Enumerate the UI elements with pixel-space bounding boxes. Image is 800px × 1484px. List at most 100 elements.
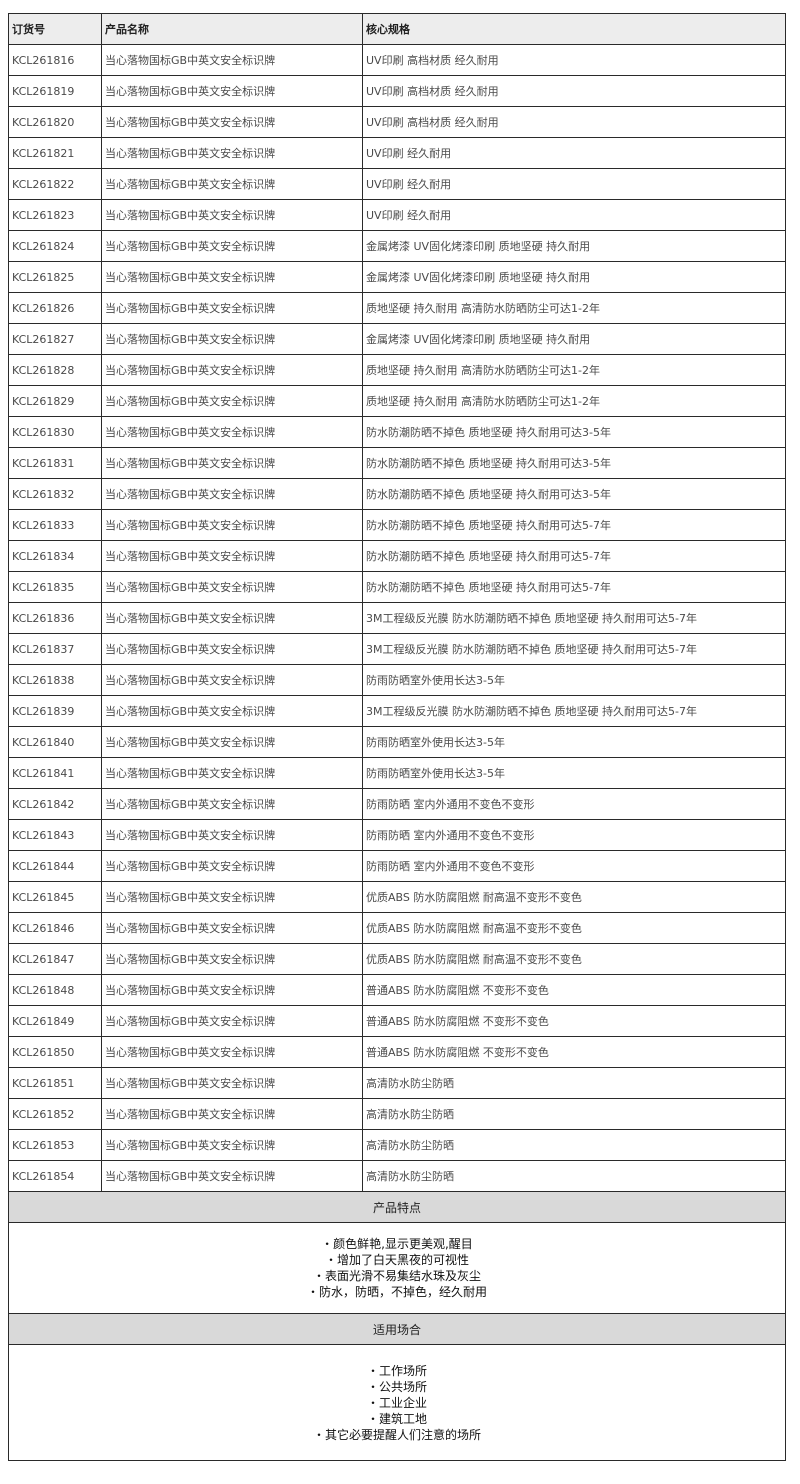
cell-product-name: 当心落物国标GB中英文安全标识牌 — [101, 416, 363, 448]
cell-order-number: KCL261831 — [8, 447, 102, 479]
cell-core-spec: 优质ABS 防水防腐阻燃 耐高温不变形不变色 — [362, 912, 786, 944]
cell-core-spec: 防水防潮防晒不掉色 质地坚硬 持久耐用可达3-5年 — [362, 447, 786, 479]
table-row: KCL261848 当心落物国标GB中英文安全标识牌 普通ABS 防水防腐阻燃 不变… — [8, 974, 786, 1006]
table-row: KCL261830 当心落物国标GB中英文安全标识牌 防水防潮防晒不掉色 质地坚硬 … — [8, 416, 786, 448]
features-title: 产品特点 — [8, 1191, 786, 1223]
table-row: KCL261838 当心落物国标GB中英文安全标识牌 防雨防晒室外使用长达3-5年 — [8, 664, 786, 696]
cell-core-spec: 防水防潮防晒不掉色 质地坚硬 持久耐用可达3-5年 — [362, 416, 786, 448]
cell-product-name: 当心落物国标GB中英文安全标识牌 — [101, 974, 363, 1006]
table-row: KCL261832 当心落物国标GB中英文安全标识牌 防水防潮防晒不掉色 质地坚硬 … — [8, 478, 786, 510]
cell-core-spec: 防水防潮防晒不掉色 质地坚硬 持久耐用可达3-5年 — [362, 478, 786, 510]
features-list: ・颜色鲜艳,显示更美观,醒目 ・增加了白天黑夜的可视性 ・表面光滑不易集结水珠及灰尘… — [8, 1222, 786, 1314]
cell-order-number: KCL261834 — [8, 540, 102, 572]
cell-core-spec: 防雨防晒 室内外通用不变色不变形 — [362, 819, 786, 851]
cell-product-name: 当心落物国标GB中英文安全标识牌 — [101, 943, 363, 975]
cell-core-spec: 防雨防晒 室内外通用不变色不变形 — [362, 850, 786, 882]
cell-product-name: 当心落物国标GB中英文安全标识牌 — [101, 447, 363, 479]
cell-order-number: KCL261838 — [8, 664, 102, 696]
cell-core-spec: 高清防水防尘防晒 — [362, 1160, 786, 1192]
cell-order-number: KCL261825 — [8, 261, 102, 293]
features-body-row: ・颜色鲜艳,显示更美观,醒目 ・增加了白天黑夜的可视性 ・表面光滑不易集结水珠及灰尘… — [8, 1222, 786, 1314]
cell-product-name: 当心落物国标GB中英文安全标识牌 — [101, 137, 363, 169]
cell-product-name: 当心落物国标GB中英文安全标识牌 — [101, 1098, 363, 1130]
table-row: KCL261827 当心落物国标GB中英文安全标识牌 金属烤漆 UV固化烤漆印刷 质… — [8, 323, 786, 355]
table-row: KCL261854 当心落物国标GB中英文安全标识牌 高清防水防尘防晒 — [8, 1160, 786, 1192]
list-item: ・增加了白天黑夜的可视性 — [324, 1253, 469, 1267]
cell-product-name: 当心落物国标GB中英文安全标识牌 — [101, 230, 363, 262]
cell-core-spec: 防雨防晒室外使用长达3-5年 — [362, 726, 786, 758]
cell-product-name: 当心落物国标GB中英文安全标识牌 — [101, 850, 363, 882]
cell-product-name: 当心落物国标GB中英文安全标识牌 — [101, 1067, 363, 1099]
table-row: KCL261823 当心落物国标GB中英文安全标识牌 UV印刷 经久耐用 — [8, 199, 786, 231]
cell-order-number: KCL261823 — [8, 199, 102, 231]
cell-order-number: KCL261824 — [8, 230, 102, 262]
cell-order-number: KCL261846 — [8, 912, 102, 944]
cell-product-name: 当心落物国标GB中英文安全标识牌 — [101, 726, 363, 758]
table-row: KCL261842 当心落物国标GB中英文安全标识牌 防雨防晒 室内外通用不变色不变… — [8, 788, 786, 820]
cell-order-number: KCL261849 — [8, 1005, 102, 1037]
cell-core-spec: 高清防水防尘防晒 — [362, 1098, 786, 1130]
list-item: ・防水，防晒，不掉色，经久耐用 — [306, 1285, 487, 1299]
cell-product-name: 当心落物国标GB中英文安全标识牌 — [101, 1160, 363, 1192]
list-item: ・表面光滑不易集结水珠及灰尘 — [312, 1269, 481, 1283]
cell-order-number: KCL261839 — [8, 695, 102, 727]
cell-core-spec: 3M工程级反光膜 防水防潮防晒不掉色 质地坚硬 持久耐用可达5-7年 — [362, 695, 786, 727]
table-row: KCL261816 当心落物国标GB中英文安全标识牌 UV印刷 高档材质 经久耐用 — [8, 44, 786, 76]
table-row: KCL261821 当心落物国标GB中英文安全标识牌 UV印刷 经久耐用 — [8, 137, 786, 169]
table-row: KCL261844 当心落物国标GB中英文安全标识牌 防雨防晒 室内外通用不变色不变… — [8, 850, 786, 882]
cell-product-name: 当心落物国标GB中英文安全标识牌 — [101, 385, 363, 417]
table-row: KCL261831 当心落物国标GB中英文安全标识牌 防水防潮防晒不掉色 质地坚硬 … — [8, 447, 786, 479]
cell-order-number: KCL261830 — [8, 416, 102, 448]
table-row: KCL261852 当心落物国标GB中英文安全标识牌 高清防水防尘防晒 — [8, 1098, 786, 1130]
cell-core-spec: 高清防水防尘防晒 — [362, 1129, 786, 1161]
applications-list: ・工作场所 ・公共场所 ・工业企业 ・建筑工地 ・其它必要提醒人们注意的场所 — [8, 1344, 786, 1461]
features-header-row: 产品特点 — [8, 1191, 786, 1223]
table-row: KCL261826 当心落物国标GB中英文安全标识牌 质地坚硬 持久耐用 高清防水防… — [8, 292, 786, 324]
cell-order-number: KCL261841 — [8, 757, 102, 789]
cell-order-number: KCL261816 — [8, 44, 102, 76]
table-row: KCL261824 当心落物国标GB中英文安全标识牌 金属烤漆 UV固化烤漆印刷 质… — [8, 230, 786, 262]
cell-core-spec: UV印刷 高档材质 经久耐用 — [362, 44, 786, 76]
table-row: KCL261851 当心落物国标GB中英文安全标识牌 高清防水防尘防晒 — [8, 1067, 786, 1099]
cell-order-number: KCL261850 — [8, 1036, 102, 1068]
cell-product-name: 当心落物国标GB中英文安全标识牌 — [101, 695, 363, 727]
cell-order-number: KCL261822 — [8, 168, 102, 200]
cell-core-spec: 金属烤漆 UV固化烤漆印刷 质地坚硬 持久耐用 — [362, 323, 786, 355]
cell-order-number: KCL261837 — [8, 633, 102, 665]
cell-product-name: 当心落物国标GB中英文安全标识牌 — [101, 199, 363, 231]
cell-core-spec: 防水防潮防晒不掉色 质地坚硬 持久耐用可达5-7年 — [362, 571, 786, 603]
table-row: KCL261829 当心落物国标GB中英文安全标识牌 质地坚硬 持久耐用 高清防水防… — [8, 385, 786, 417]
cell-order-number: KCL261820 — [8, 106, 102, 138]
table-row: KCL261849 当心落物国标GB中英文安全标识牌 普通ABS 防水防腐阻燃 不变… — [8, 1005, 786, 1037]
cell-product-name: 当心落物国标GB中英文安全标识牌 — [101, 1005, 363, 1037]
cell-order-number: KCL261840 — [8, 726, 102, 758]
list-item: ・颜色鲜艳,显示更美观,醒目 — [321, 1237, 473, 1251]
table-row: KCL261835 当心落物国标GB中英文安全标识牌 防水防潮防晒不掉色 质地坚硬 … — [8, 571, 786, 603]
cell-core-spec: 普通ABS 防水防腐阻燃 不变形不变色 — [362, 974, 786, 1006]
cell-core-spec: 防水防潮防晒不掉色 质地坚硬 持久耐用可达5-7年 — [362, 509, 786, 541]
table-row: KCL261850 当心落物国标GB中英文安全标识牌 普通ABS 防水防腐阻燃 不变… — [8, 1036, 786, 1068]
cell-product-name: 当心落物国标GB中英文安全标识牌 — [101, 664, 363, 696]
list-item: ・公共场所 — [366, 1379, 427, 1394]
cell-product-name: 当心落物国标GB中英文安全标识牌 — [101, 602, 363, 634]
cell-core-spec: 防雨防晒室外使用长达3-5年 — [362, 757, 786, 789]
cell-order-number: KCL261836 — [8, 602, 102, 634]
cell-product-name: 当心落物国标GB中英文安全标识牌 — [101, 354, 363, 386]
cell-order-number: KCL261844 — [8, 850, 102, 882]
cell-order-number: KCL261853 — [8, 1129, 102, 1161]
cell-core-spec: UV印刷 经久耐用 — [362, 168, 786, 200]
cell-core-spec: 普通ABS 防水防腐阻燃 不变形不变色 — [362, 1005, 786, 1037]
cell-product-name: 当心落物国标GB中英文安全标识牌 — [101, 106, 363, 138]
cell-product-name: 当心落物国标GB中英文安全标识牌 — [101, 881, 363, 913]
table-row: KCL261820 当心落物国标GB中英文安全标识牌 UV印刷 高档材质 经久耐用 — [8, 106, 786, 138]
cell-core-spec: 3M工程级反光膜 防水防潮防晒不掉色 质地坚硬 持久耐用可达5-7年 — [362, 633, 786, 665]
cell-product-name: 当心落物国标GB中英文安全标识牌 — [101, 1129, 363, 1161]
cell-core-spec: 防雨防晒 室内外通用不变色不变形 — [362, 788, 786, 820]
applications-header-row: 适用场合 — [8, 1313, 786, 1345]
cell-core-spec: 3M工程级反光膜 防水防潮防晒不掉色 质地坚硬 持久耐用可达5-7年 — [362, 602, 786, 634]
cell-order-number: KCL261835 — [8, 571, 102, 603]
cell-order-number: KCL261829 — [8, 385, 102, 417]
cell-core-spec: 普通ABS 防水防腐阻燃 不变形不变色 — [362, 1036, 786, 1068]
table-row: KCL261846 当心落物国标GB中英文安全标识牌 优质ABS 防水防腐阻燃 耐高… — [8, 912, 786, 944]
cell-order-number: KCL261848 — [8, 974, 102, 1006]
